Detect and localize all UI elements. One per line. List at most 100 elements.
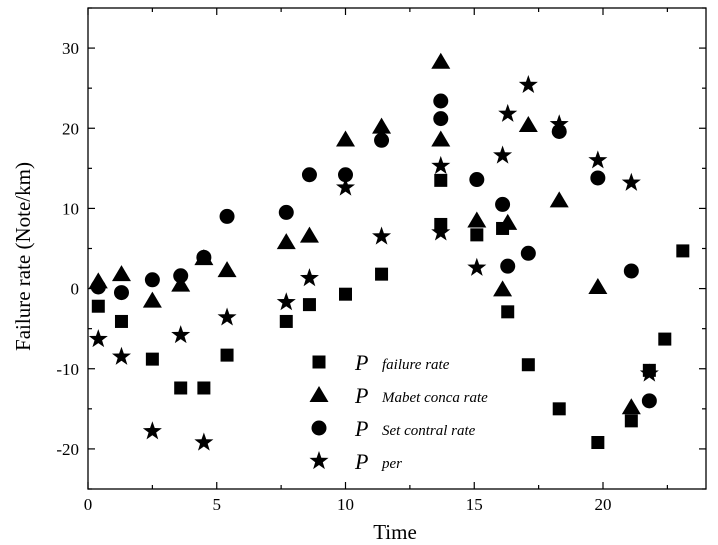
data-point-circle (495, 196, 511, 212)
x-tick-label: 15 (466, 495, 483, 514)
data-point-circle (219, 208, 235, 224)
x-tick-label: 20 (595, 495, 612, 514)
data-point-square (375, 267, 389, 281)
data-point-star (621, 172, 641, 191)
data-point-triangle (142, 291, 162, 308)
data-point-star (299, 268, 319, 287)
legend-prefix: P (354, 416, 368, 441)
data-point-triangle (111, 265, 131, 282)
y-tick-label: -10 (56, 360, 79, 379)
data-point-square (279, 314, 293, 328)
legend-marker-square (312, 355, 326, 369)
data-point-square (521, 358, 535, 372)
data-point-star (639, 363, 659, 382)
data-point-star (588, 150, 608, 169)
data-point-circle (301, 167, 317, 183)
data-point-square (114, 314, 128, 328)
data-point-circle (90, 279, 106, 295)
plot-frame (87, 7, 707, 490)
y-tick-label: 20 (62, 119, 79, 138)
data-point-star (171, 325, 191, 344)
data-point-square (339, 287, 352, 301)
series-square (91, 173, 690, 450)
data-point-circle (641, 393, 657, 409)
data-point-circle (433, 111, 449, 127)
data-point-circle (338, 167, 353, 183)
series-circle (90, 93, 657, 409)
data-point-star (372, 226, 392, 245)
data-point-triangle (493, 280, 513, 297)
data-point-star (142, 421, 162, 440)
data-point-star (431, 155, 451, 175)
data-point-square (434, 173, 448, 187)
y-axis-title: Failure rate (Note/km) (11, 162, 35, 351)
data-point-square (676, 244, 690, 258)
data-point-triangle (467, 211, 487, 228)
data-point-square (197, 381, 211, 395)
data-point-circle (623, 263, 639, 279)
data-point-circle (144, 272, 160, 288)
data-point-triangle (299, 226, 319, 243)
data-point-star (194, 432, 214, 451)
data-point-star (335, 177, 356, 196)
data-point-circle (196, 249, 212, 265)
legend-marker-circle (311, 420, 327, 436)
data-point-triangle (549, 191, 569, 208)
data-point-square (302, 298, 316, 312)
data-points (88, 52, 690, 451)
data-point-circle (433, 93, 449, 109)
data-point-circle (374, 132, 390, 148)
data-point-star (111, 346, 131, 365)
y-tick-label: 0 (71, 280, 80, 299)
legend-marker-star (309, 451, 329, 470)
data-point-square (624, 414, 638, 428)
data-point-star (493, 145, 513, 164)
data-point-triangle (621, 398, 641, 415)
data-point-square (145, 352, 159, 366)
data-point-triangle (498, 213, 518, 230)
data-point-star (467, 257, 487, 276)
data-point-circle (113, 285, 129, 301)
data-point-triangle (336, 130, 355, 147)
legend-prefix: P (354, 350, 368, 375)
data-point-star (276, 292, 296, 311)
data-point-star (549, 114, 569, 133)
legend-marker-triangle (309, 386, 329, 402)
data-point-square (220, 348, 234, 362)
data-point-circle (500, 258, 516, 274)
data-point-triangle (171, 275, 191, 292)
data-point-triangle (217, 261, 237, 278)
data-point-star (217, 307, 237, 326)
data-point-circle (278, 204, 294, 220)
data-point-star (498, 103, 518, 122)
series-star (88, 74, 659, 451)
data-point-square (591, 436, 605, 450)
data-point-triangle (372, 117, 392, 134)
x-tick-label: 5 (213, 495, 222, 514)
data-point-triangle (431, 52, 451, 69)
legend-prefix: P (354, 383, 368, 408)
data-point-circle (469, 172, 485, 188)
data-point-circle (173, 268, 189, 284)
legend-label: Mabet conca rate (381, 390, 488, 406)
legend-label: Set contral rate (382, 423, 476, 439)
data-point-triangle (588, 277, 608, 294)
data-point-square (174, 381, 188, 395)
x-tick-label: 0 (84, 495, 93, 514)
data-point-triangle (518, 116, 538, 133)
data-point-star (88, 329, 108, 348)
axes: 0 5 10 15 20 -20 -10 0 10 20 30 (56, 7, 707, 514)
x-tick-label: 10 (337, 495, 354, 514)
data-point-circle (520, 245, 536, 261)
data-point-square (501, 305, 515, 319)
x-axis-title: Time (373, 520, 417, 544)
data-point-star (518, 74, 538, 94)
data-point-square (470, 228, 484, 242)
legend-label: per (381, 456, 402, 472)
data-point-triangle (431, 130, 451, 147)
data-point-square (552, 402, 566, 416)
data-point-star (431, 222, 451, 241)
data-point-square (658, 332, 672, 346)
